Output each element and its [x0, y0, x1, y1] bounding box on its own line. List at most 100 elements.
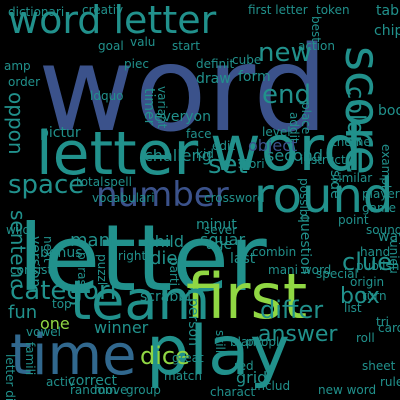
cloud-word: hand [360, 245, 391, 259]
cloud-word: phrase [75, 252, 89, 294]
cloud-word: puzzl [95, 254, 109, 286]
cloud-word: box [340, 284, 380, 309]
cloud-word: sheet [362, 359, 396, 373]
cloud-word: next [41, 236, 55, 263]
cloud-word: letter [36, 119, 199, 189]
cloud-word: uniqu [387, 240, 400, 274]
cloud-word: first [186, 260, 308, 333]
cloud-word: piec [124, 57, 149, 71]
cloud-word: skill [213, 330, 227, 354]
cloud-word: dictionari [8, 5, 65, 19]
cloud-word: oppon [4, 92, 28, 155]
cloud-word: sound [366, 223, 400, 237]
cloud-word: stori [238, 157, 265, 171]
cloud-word: top [52, 297, 72, 311]
cloud-word: mani word [268, 263, 332, 277]
cloud-word: great [172, 351, 204, 365]
cloud-word: turn [362, 289, 387, 303]
cloud-word: card [378, 321, 400, 335]
cloud-word: child [146, 232, 184, 251]
cloud-word: new [258, 38, 312, 68]
cloud-word: object [248, 136, 298, 155]
cloud-word: word [210, 112, 363, 185]
cloud-word: includ [254, 379, 291, 393]
cloud-word: vowel [26, 325, 61, 339]
cloud-word: token [316, 3, 350, 17]
cloud-word: age [206, 237, 233, 253]
cloud-word: mani [70, 230, 115, 251]
cloud-word: letter [18, 205, 267, 312]
cloud-word: timer [141, 88, 157, 126]
cloud-word: set [208, 150, 248, 180]
cloud-word: tabl [376, 3, 400, 19]
cloud-word: place [299, 102, 313, 135]
cloud-word: fun [8, 302, 38, 323]
cloud-word: player [362, 187, 400, 201]
cloud-word: start [172, 39, 200, 53]
cloud-word: origin [350, 275, 385, 289]
cloud-word: special [316, 267, 358, 281]
cloud-word: team [70, 269, 211, 332]
cloud-word: space [8, 170, 85, 200]
cloud-word: kid [196, 147, 214, 161]
cloud-word: bonus [40, 245, 83, 261]
cloud-word: second [266, 146, 324, 165]
cloud-word: amp [4, 59, 31, 73]
cloud-word: draw [196, 71, 231, 87]
cloud-word: end [262, 80, 311, 110]
cloud-word: crossword [204, 191, 265, 205]
cloud-word: categori [10, 276, 117, 306]
cloud-word: grid [236, 368, 268, 387]
cloud-word: person [185, 298, 201, 346]
cloud-word: theme [332, 135, 371, 149]
cloud-word: die [150, 248, 178, 269]
cloud-word: scrabbl [140, 289, 191, 305]
cloud-word: answer [258, 322, 338, 347]
cloud-word: definit [196, 57, 235, 71]
cloud-word: time [10, 323, 137, 388]
cloud-word: order [8, 75, 40, 89]
cloud-word: point [338, 213, 369, 227]
cloud-word: differ [260, 296, 324, 324]
cloud-word: addit [287, 112, 301, 143]
cloud-word: action [298, 39, 335, 53]
cloud-word: rule [380, 375, 400, 389]
cloud-word: publish [356, 259, 400, 273]
cloud-word: edit [212, 139, 236, 153]
cloud-word: wild [6, 223, 31, 237]
cloud-word: minut [196, 217, 237, 233]
cloud-word: dice [140, 342, 190, 370]
cloud-word: squar [200, 230, 246, 249]
cloud-word: list [344, 301, 362, 315]
cloud-word: best [309, 16, 323, 42]
cloud-word: play [146, 312, 290, 391]
cloud-word: correct [68, 373, 118, 389]
cloud-word: red [234, 359, 254, 373]
cloud-word: creativ [82, 3, 124, 17]
cloud-word: spell [104, 175, 132, 189]
cloud-word: last [230, 251, 256, 267]
cloud-word: combin [252, 245, 297, 259]
cloud-word: sever [204, 223, 238, 237]
cloud-word: one [40, 314, 70, 333]
cloud-word: move [94, 383, 128, 397]
cloud-word: instruct [300, 153, 346, 167]
cloud-word: activ [46, 375, 76, 389]
cloud-word: sentenc [6, 210, 30, 290]
cloud-word: total [76, 175, 104, 189]
cloud-word: clue [342, 248, 392, 276]
cloud-word: ldquo [90, 89, 124, 103]
cloud-word: first letter [248, 3, 308, 17]
cloud-word: challeng [144, 146, 212, 165]
cloud-word: cube [232, 53, 262, 67]
cloud-word: game [362, 201, 397, 215]
cloud-word: vocabulari [92, 191, 155, 205]
cloud-word: level [262, 125, 291, 139]
cloud-word: exampl [379, 144, 393, 189]
cloud-word: blank [230, 335, 263, 349]
cloud-word: charact [210, 385, 256, 399]
cloud-word: everyon [154, 109, 211, 125]
cloud-word: letter dice [3, 354, 17, 400]
cloud-word: side [327, 170, 343, 199]
